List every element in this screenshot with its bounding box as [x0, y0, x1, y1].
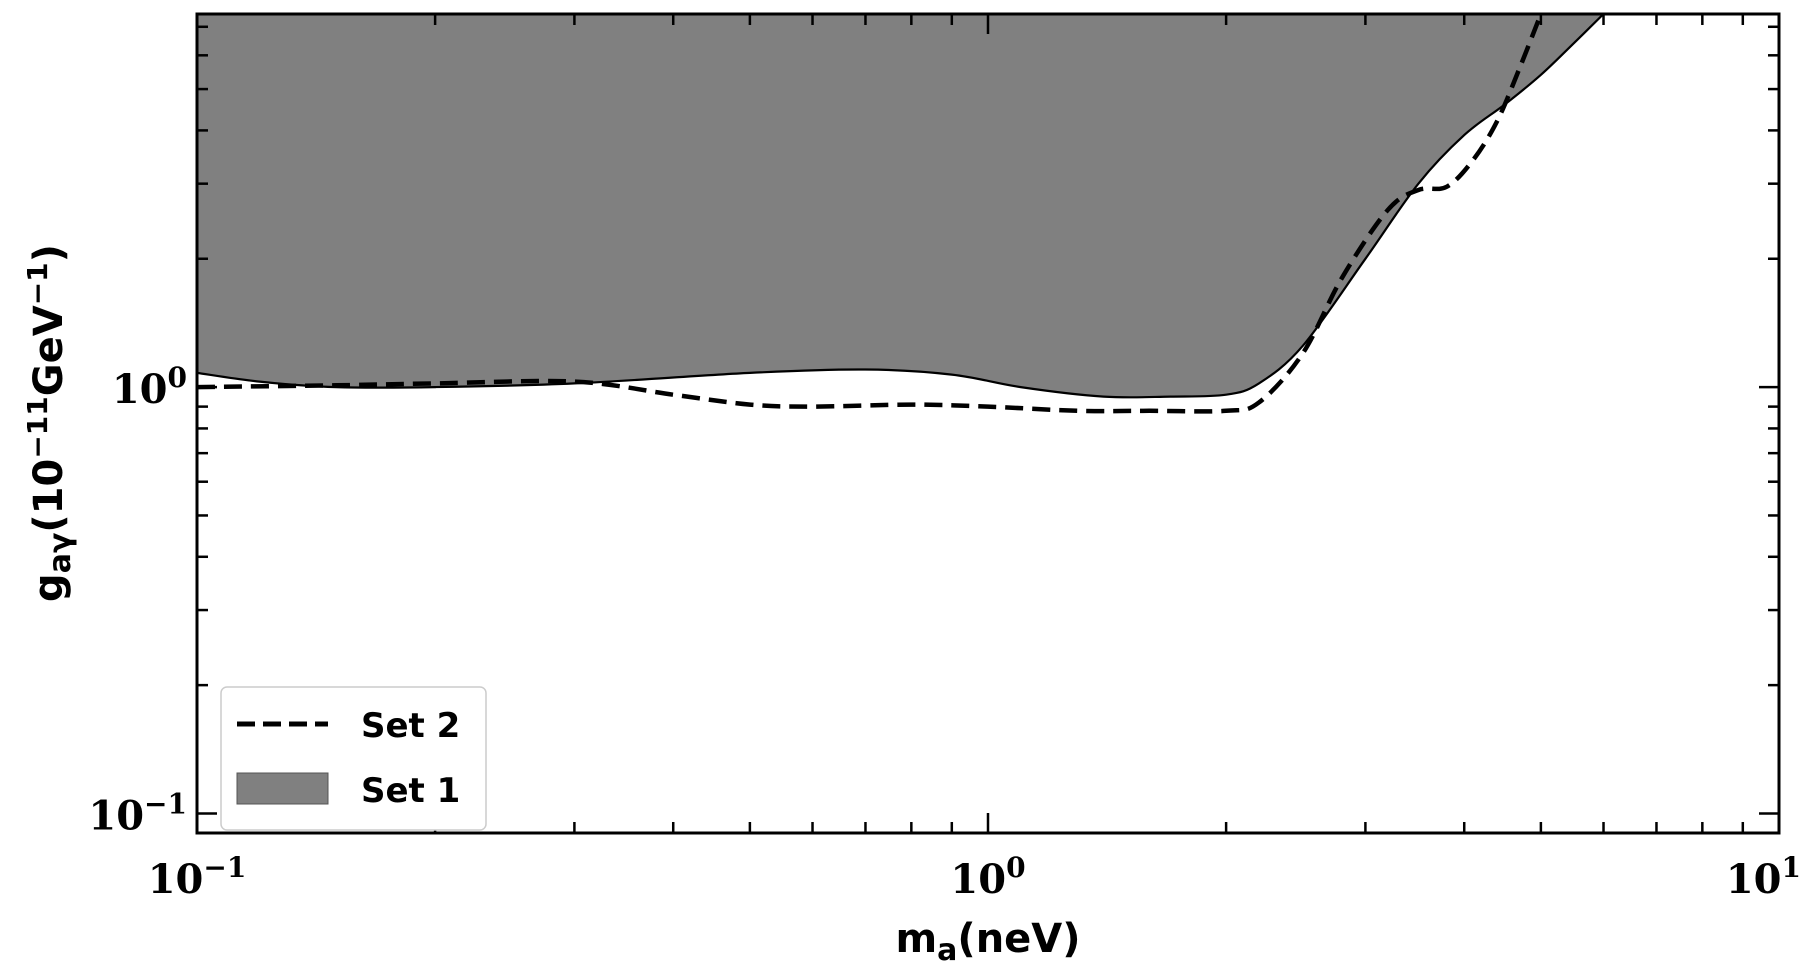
y-axis-title: gaγ(10−11GeV−1)	[21, 244, 78, 602]
tick-marks	[195, 14, 1781, 835]
y-tick-label: 100	[112, 361, 187, 413]
legend-label-set-1: Set 1	[361, 771, 460, 811]
series-set-2-line	[197, 14, 1543, 414]
x-tick-label: 101	[1726, 851, 1801, 903]
y-tick-label: 10−1	[88, 787, 187, 839]
series-set-1-region	[197, 14, 1604, 398]
legend: Set 2 Set 1	[220, 686, 487, 831]
legend-label-set-2: Set 2	[361, 706, 460, 746]
x-axis-title: ma(neV)	[895, 916, 1080, 968]
series-set-1-boundary	[197, 14, 1605, 399]
x-tick-label: 100	[950, 851, 1025, 903]
x-tick-label: 10−1	[148, 851, 247, 903]
legend-swatch-set-1	[236, 772, 329, 805]
tick-labels: 10−1 100 101 10−1 100	[88, 361, 1801, 903]
plot-frame	[195, 12, 1781, 835]
plot-area	[197, 14, 1605, 414]
